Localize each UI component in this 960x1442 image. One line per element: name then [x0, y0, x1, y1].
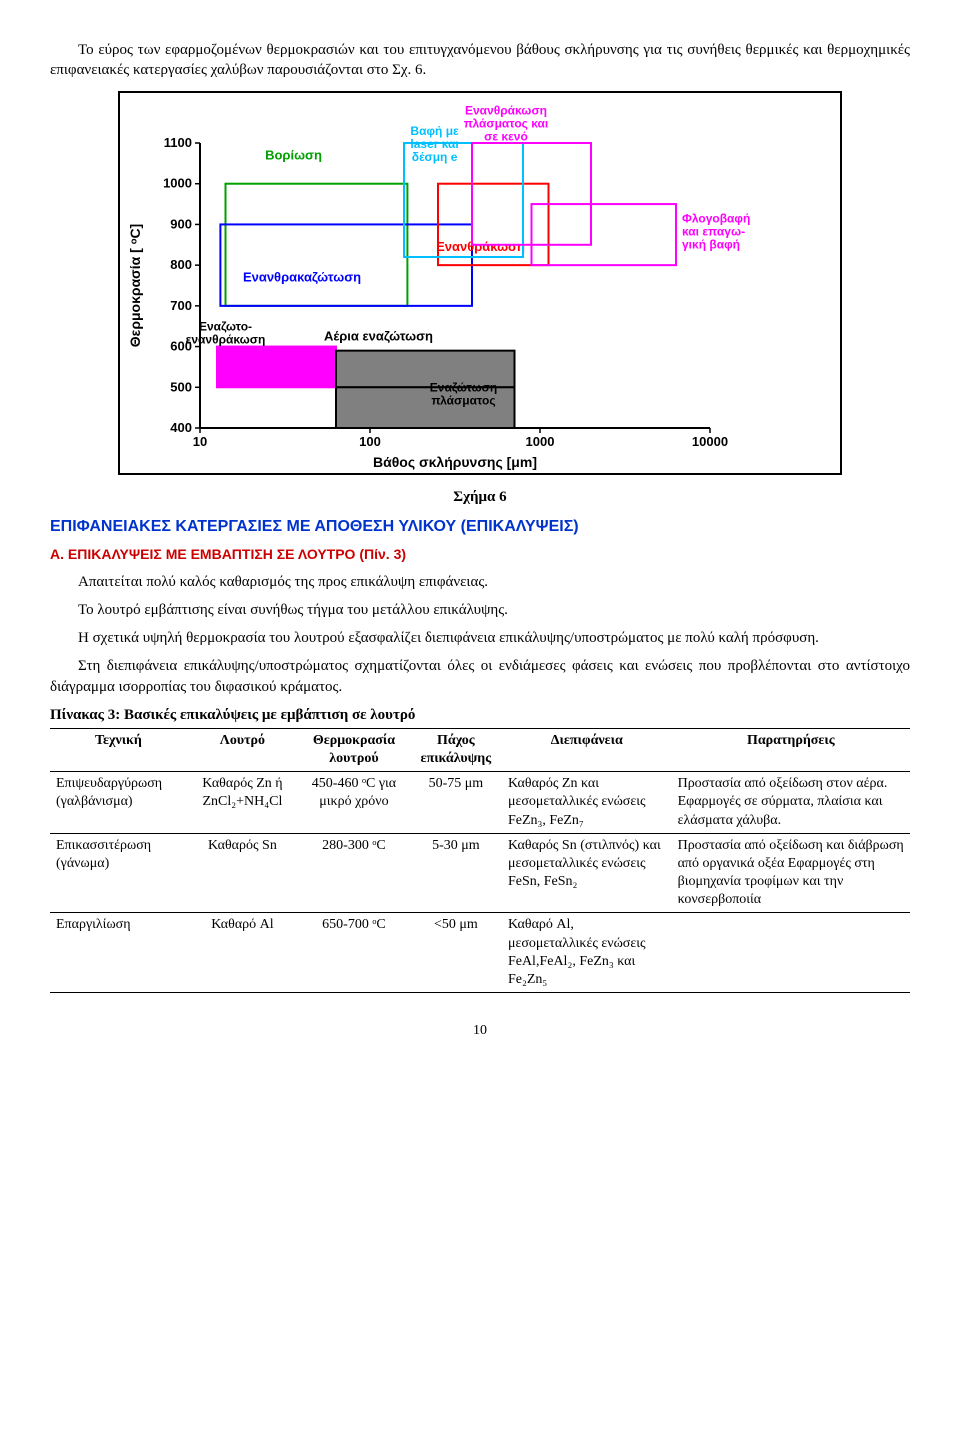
table-cell: Καθαρός Sn	[187, 833, 298, 913]
heading-red: Α. ΕΠΙΚΑΛΥΨΕΙΣ ΜΕ ΕΜΒΑΠΤΙΣΗ ΣΕ ΛΟΥΤΡΟ (Π…	[50, 546, 910, 562]
chart-figure: 4005006007008009001000110010100100010000…	[118, 91, 842, 475]
table-cell: 280-300 ᵒC	[298, 833, 410, 913]
table-row: Επιψευδαργύρωση (γαλβάνισμα)Καθαρός Zn ή…	[50, 772, 910, 834]
svg-text:δέσμη e: δέσμη e	[412, 149, 458, 163]
table-cell: Προστασία από οξείδωση στον αέρα. Εφαρμο…	[672, 772, 910, 834]
svg-text:10000: 10000	[692, 434, 728, 449]
table-header-cell: Θερμοκρασία λουτρού	[298, 728, 410, 771]
svg-text:Βορίωση: Βορίωση	[265, 147, 322, 162]
table-cell: 450-460 ᵒC για μικρό χρόνο	[298, 772, 410, 834]
svg-text:400: 400	[170, 420, 192, 435]
svg-text:γική βαφή: γική βαφή	[682, 237, 740, 251]
svg-text:Ενανθράκωση: Ενανθράκωση	[436, 238, 525, 253]
svg-text:1100: 1100	[164, 135, 192, 150]
intro-paragraph: Το εύρος των εφαρμοζομένων θερμοκρασιών …	[50, 40, 910, 81]
svg-text:Ενανθρακαζώτωση: Ενανθρακαζώτωση	[243, 269, 361, 284]
table-cell	[672, 913, 910, 993]
body-paragraph: Απαιτείται πολύ καλός καθαρισμός της προ…	[50, 572, 910, 592]
table-cell: Προστασία από οξείδωση και διάβρωση από …	[672, 833, 910, 913]
table-cell: Επικασσιτέρωση (γάνωμα)	[50, 833, 187, 913]
svg-text:Βαφή με: Βαφή με	[410, 123, 459, 137]
table-cell: Καθαρός Zn ή ZnCl₂+NH₄Cl	[187, 772, 298, 834]
svg-text:Ενανθράκωση: Ενανθράκωση	[465, 103, 547, 117]
table-header-row: ΤεχνικήΛουτρόΘερμοκρασία λουτρούΠάχος επ…	[50, 728, 910, 771]
svg-text:Θερμοκρασία [ ᵒC]: Θερμοκρασία [ ᵒC]	[127, 223, 143, 346]
coating-table: ΤεχνικήΛουτρόΘερμοκρασία λουτρούΠάχος επ…	[50, 728, 910, 993]
table-cell: Καθαρό Al	[187, 913, 298, 993]
table-cell: Καθαρός Zn και μεσομεταλλικές ενώσεις Fe…	[502, 772, 672, 834]
body-paragraph: Στη διεπιφάνεια επικάλυψης/υποστρώματος …	[50, 656, 910, 697]
body-paragraph: Η σχετικά υψηλή θερμοκρασία του λουτρού …	[50, 628, 910, 648]
svg-text:σε κενό: σε κενό	[484, 129, 528, 143]
table-cell: <50 μm	[410, 913, 502, 993]
table-header-cell: Διεπιφάνεια	[502, 728, 672, 771]
table-header-cell: Παρατηρήσεις	[672, 728, 910, 771]
svg-text:800: 800	[170, 257, 192, 272]
table-header-cell: Τεχνική	[50, 728, 187, 771]
table-row: ΕπαργιλίωσηΚαθαρό Al650-700 ᵒC<50 μmΚαθα…	[50, 913, 910, 993]
table-cell: Επιψευδαργύρωση (γαλβάνισμα)	[50, 772, 187, 834]
page-number: 10	[50, 1023, 910, 1039]
svg-text:1000: 1000	[526, 434, 555, 449]
body-paragraph: Το λουτρό εμβάπτισης είναι συνήθως τήγμα…	[50, 600, 910, 620]
table-title: Πίνακας 3: Βασικές επικαλύψεις με εμβάπτ…	[50, 707, 910, 724]
table-header-cell: Λουτρό	[187, 728, 298, 771]
svg-text:700: 700	[170, 297, 192, 312]
svg-text:ενανθράκωση: ενανθράκωση	[186, 332, 266, 346]
svg-text:Φλογοβαφή: Φλογοβαφή	[682, 211, 750, 225]
table-row: Επικασσιτέρωση (γάνωμα)Καθαρός Sn280-300…	[50, 833, 910, 913]
svg-text:1000: 1000	[163, 175, 192, 190]
chart-svg: 4005006007008009001000110010100100010000…	[120, 93, 840, 473]
table-cell: Καθαρό Al, μεσομεταλλικές ενώσεις FeAl,F…	[502, 913, 672, 993]
table-body: Επιψευδαργύρωση (γαλβάνισμα)Καθαρός Zn ή…	[50, 772, 910, 993]
table-cell: 5-30 μm	[410, 833, 502, 913]
svg-text:Εναζώτωση: Εναζώτωση	[430, 380, 497, 394]
table-cell: Επαργιλίωση	[50, 913, 187, 993]
svg-text:Βάθος σκλήρυνσης [μm]: Βάθος σκλήρυνσης [μm]	[373, 454, 537, 470]
svg-text:100: 100	[359, 434, 381, 449]
table-header-cell: Πάχος επικάλυψης	[410, 728, 502, 771]
heading-blue: ΕΠΙΦΑΝΕΙΑΚΕΣ ΚΑΤΕΡΓΑΣΙΕΣ ΜΕ ΑΠΟΘΕΣΗ ΥΛΙΚ…	[50, 518, 910, 536]
svg-text:Αέρια εναζώτωση: Αέρια εναζώτωση	[324, 328, 433, 343]
svg-text:και επαγω-: και επαγω-	[682, 224, 745, 238]
svg-text:Εναζωτο-: Εναζωτο-	[199, 319, 252, 333]
chart-caption: Σχήμα 6	[50, 489, 910, 506]
svg-text:500: 500	[170, 379, 192, 394]
svg-text:laser και: laser και	[410, 136, 458, 150]
table-cell: 650-700 ᵒC	[298, 913, 410, 993]
svg-text:πλάσματος: πλάσματος	[431, 393, 495, 407]
svg-text:πλάσματος και: πλάσματος και	[464, 116, 549, 130]
svg-text:900: 900	[170, 216, 192, 231]
body-paragraphs: Απαιτείται πολύ καλός καθαρισμός της προ…	[50, 572, 910, 697]
table-cell: Καθαρός Sn (στιλπνός) και μεσομεταλλικές…	[502, 833, 672, 913]
svg-text:10: 10	[193, 434, 207, 449]
table-cell: 50-75 μm	[410, 772, 502, 834]
